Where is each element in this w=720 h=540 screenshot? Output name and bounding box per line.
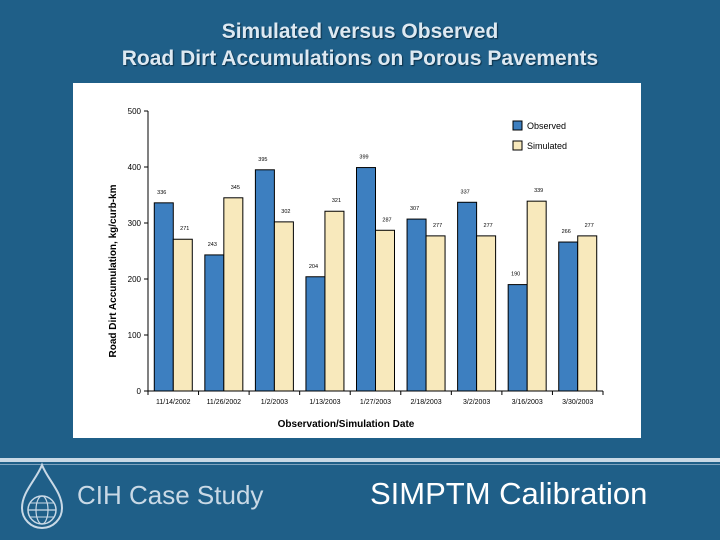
bar-simulated	[577, 235, 598, 392]
x-tick-label: 3/2/2003	[463, 399, 490, 406]
bar-simulated	[324, 210, 345, 392]
data-label-simulated: 345	[231, 185, 240, 191]
data-label-simulated: 287	[382, 217, 391, 223]
y-tick-label: 400	[128, 163, 142, 172]
legend-label-simulated: Simulated	[527, 141, 567, 151]
bar-observed	[204, 254, 225, 392]
x-tick-label: 11/26/2002	[207, 399, 242, 406]
data-label-observed: 266	[562, 229, 571, 235]
legend-label-observed: Observed	[527, 121, 566, 131]
y-tick-label: 0	[137, 387, 142, 396]
bar-observed	[305, 276, 326, 392]
x-tick-label: 1/13/2003	[309, 399, 340, 406]
data-label-observed: 204	[309, 264, 318, 270]
data-label-observed: 307	[410, 206, 419, 212]
y-tick-label: 200	[128, 275, 142, 284]
bar-simulated	[172, 238, 193, 392]
footer-divider	[0, 458, 720, 462]
bar-observed	[457, 201, 478, 392]
footer-divider-line	[0, 464, 720, 465]
x-tick-label: 11/14/2002	[156, 399, 191, 406]
x-tick-label: 1/27/2003	[360, 399, 391, 406]
bar-observed	[558, 241, 579, 392]
footer-left-text: CIH Case Study	[77, 480, 264, 510]
x-tick-label: 2/18/2003	[410, 399, 441, 406]
bar-chart: Road Dirt Accumulation, kg/curb-km Obser…	[108, 107, 604, 430]
water-drop-globe-icon	[20, 462, 64, 529]
y-tick-label: 500	[128, 107, 142, 116]
data-label-observed: 337	[461, 189, 470, 195]
data-label-observed: 395	[258, 157, 267, 163]
bar-observed	[153, 202, 174, 392]
legend-swatch-observed	[512, 120, 523, 131]
data-label-simulated: 339	[534, 188, 543, 194]
bar-simulated	[476, 235, 497, 392]
title-line-2: Road Dirt Accumulations on Porous Paveme…	[121, 47, 599, 70]
y-axis-label: Road Dirt Accumulation, kg/curb-km	[108, 184, 119, 357]
x-tick-label: 3/16/2003	[512, 399, 543, 406]
data-label-observed: 336	[157, 190, 166, 196]
bar-observed	[356, 167, 376, 392]
data-label-observed: 399	[359, 155, 368, 161]
chart-panel: Road Dirt Accumulation, kg/curb-km Obser…	[73, 83, 641, 438]
x-tick-label: 1/2/2003	[261, 399, 288, 406]
bar-simulated	[526, 200, 547, 392]
data-label-simulated: 277	[484, 223, 493, 229]
bar-simulated	[223, 197, 244, 392]
bar-observed	[254, 169, 275, 392]
y-tick-label: 300	[128, 219, 142, 228]
data-label-simulated: 271	[180, 226, 189, 232]
data-label-simulated: 321	[332, 198, 341, 204]
bar-observed	[406, 218, 427, 392]
data-label-simulated: 277	[433, 223, 442, 229]
data-label-observed: 190	[511, 272, 520, 278]
data-label-observed: 243	[208, 242, 217, 248]
x-tick-label: 3/30/2003	[562, 399, 593, 406]
bar-simulated	[425, 235, 446, 392]
x-axis-label: Observation/Simulation Date	[278, 419, 415, 430]
bar-simulated	[375, 229, 395, 392]
title-line-1: Simulated versus Observed	[221, 20, 499, 43]
y-tick-label: 100	[128, 331, 142, 340]
footer-right-text: SIMPTM Calibration	[370, 476, 648, 511]
data-label-simulated: 277	[585, 223, 594, 229]
slide-title: Simulated versus Observed Road Dirt Accu…	[0, 18, 720, 72]
bar-observed	[507, 284, 528, 392]
bar-simulated	[273, 221, 294, 392]
legend-swatch-simulated	[512, 140, 523, 151]
data-label-simulated: 302	[281, 209, 290, 215]
